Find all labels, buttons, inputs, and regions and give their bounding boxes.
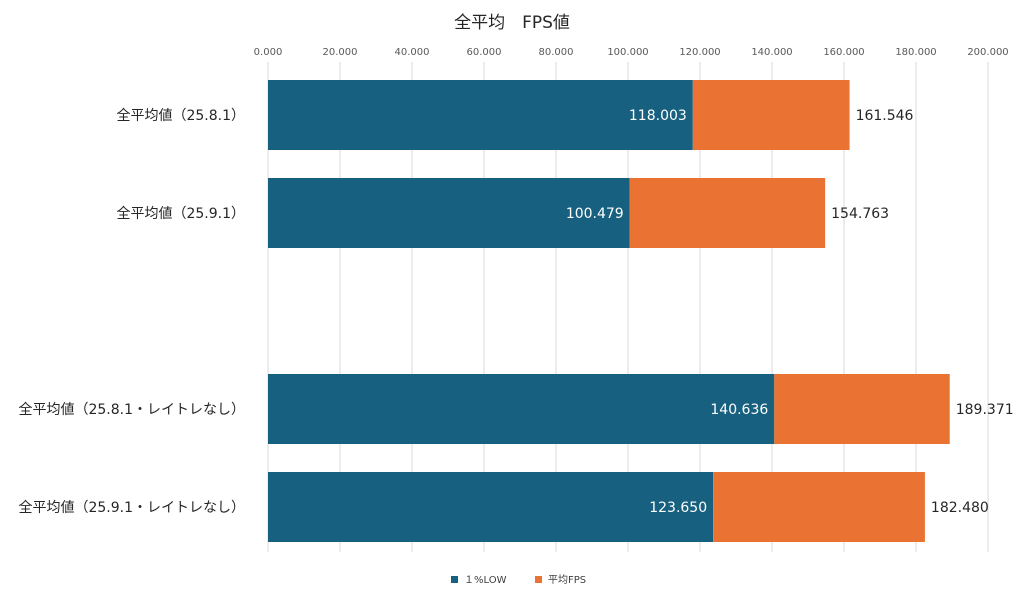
- category-label: 全平均値（25.9.1・レイトレなし）: [18, 499, 245, 516]
- category-labels: 全平均値（25.8.1） 全平均値（25.9.1） 全平均値（25.8.1・レイトレ…: [18, 107, 245, 516]
- bars: 118.003 161.546 100.479 154.763 140.636 189.3…: [268, 80, 1014, 542]
- x-tick-label: 60.000: [467, 47, 502, 58]
- data-label-avg-fps: 189.371: [956, 402, 1014, 418]
- x-tick-label: 200.000: [967, 47, 1008, 58]
- chart-title: 全平均 FPS値: [454, 13, 570, 33]
- x-tick-label: 120.000: [679, 47, 720, 58]
- legend-swatch: [535, 576, 542, 583]
- legend-label: １%LOW: [464, 575, 507, 586]
- bar-avg-fps: [692, 80, 850, 150]
- x-tick-label: 0.000: [254, 47, 283, 58]
- bar-1pct-low: [268, 472, 714, 542]
- x-tick-label: 40.000: [395, 47, 430, 58]
- data-label-avg-fps: 154.763: [831, 206, 889, 222]
- x-axis-ticks: 0.000 20.000 40.000 60.000 80.000 100.000 120.…: [254, 47, 1009, 58]
- x-tick-label: 100.000: [607, 47, 648, 58]
- data-label-1pct-low: 123.650: [649, 500, 707, 516]
- bar-avg-fps: [774, 374, 950, 444]
- data-label-avg-fps: 161.546: [856, 108, 914, 124]
- bar-1pct-low: [268, 374, 775, 444]
- legend-label: 平均FPS: [548, 574, 586, 586]
- x-tick-label: 20.000: [323, 47, 358, 58]
- data-label-avg-fps: 182.480: [931, 500, 989, 516]
- x-tick-label: 180.000: [895, 47, 936, 58]
- legend: １%LOW 平均FPS: [451, 574, 586, 586]
- category-label: 全平均値（25.9.1）: [116, 205, 245, 222]
- bar-1pct-low: [268, 80, 693, 150]
- data-label-1pct-low: 100.479: [566, 206, 624, 222]
- data-label-1pct-low: 118.003: [629, 108, 687, 124]
- x-tick-label: 80.000: [539, 47, 574, 58]
- data-label-1pct-low: 140.636: [710, 402, 768, 418]
- bar-avg-fps: [629, 178, 826, 248]
- category-label: 全平均値（25.8.1・レイトレなし）: [18, 401, 245, 418]
- bar-1pct-low: [268, 178, 630, 248]
- category-label: 全平均値（25.8.1）: [116, 107, 245, 124]
- bar-avg-fps: [713, 472, 925, 542]
- x-tick-label: 140.000: [751, 47, 792, 58]
- x-tick-label: 160.000: [823, 47, 864, 58]
- legend-swatch: [451, 576, 458, 583]
